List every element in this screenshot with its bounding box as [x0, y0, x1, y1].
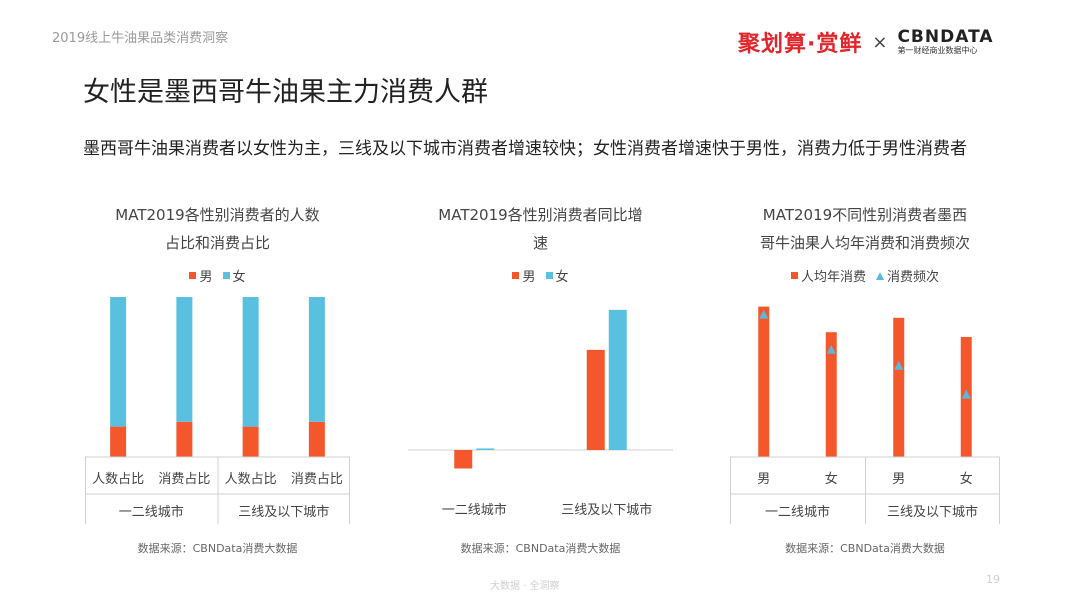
chart3-frequency-marker-3: [961, 389, 971, 399]
chart1-category-label: 人数占比: [92, 472, 144, 487]
chart2-legend-male: 男: [512, 266, 536, 285]
chart3-group-label: 三线及以下城市: [887, 504, 978, 520]
chart3-bar-spend-1: [825, 332, 837, 457]
chart1-title: MAT2019各性别消费者的人数 占比和消费占比: [85, 201, 350, 257]
chart3-group-label: 一二线城市: [765, 504, 830, 520]
chart2-bar-female-1: [608, 309, 627, 450]
chart1-category-label: 消费占比: [291, 472, 343, 487]
chart1-title-line1: MAT2019各性别消费者的人数: [115, 206, 320, 224]
chart1-group-label: 三线及以下城市: [238, 504, 329, 520]
chart1-legend-male: 男: [189, 266, 213, 285]
chart2-legend-female-label: 女: [555, 270, 569, 285]
chart3-legend-spend: 人均年消费: [790, 266, 866, 285]
chart1-title-line2: 占比和消费占比: [164, 234, 270, 252]
chart1-bar-male-1: [176, 421, 193, 457]
brand-separator: ×: [872, 31, 888, 53]
chart2-source: 数据来源：CBNData消费大数据: [460, 542, 621, 555]
report-tag: 2019线上牛油果品类消费洞察: [52, 31, 229, 46]
chart2-legend-female: 女: [545, 266, 569, 285]
spend-swatch-icon: [790, 272, 798, 279]
chart2-bar-male-1: [586, 349, 605, 450]
chart1-legend-female: 女: [222, 266, 246, 285]
chart1-header: MAT2019各性别消费者的人数 占比和消费占比 男 女: [85, 201, 350, 285]
chart1-bar-female-1: [176, 297, 193, 422]
chart2-category-label: 三线及以下城市: [561, 502, 652, 518]
chart1-legend-male-label: 男: [199, 270, 213, 285]
chart3-bar-spend-0: [758, 306, 770, 457]
chart3-frequency-marker-1: [826, 344, 836, 354]
chart2-title: MAT2019各性别消费者同比增 速: [408, 201, 673, 257]
chart3-title-line2: 哥牛油果人均年消费和消费频次: [759, 234, 970, 252]
cbndata-logo: CBNDATA 第一财经商业数据中心: [897, 28, 993, 56]
chart3-category-label: 男: [892, 472, 905, 487]
chart1-bar-female-3: [308, 297, 325, 422]
chart3-frequency-marker-0: [759, 309, 769, 319]
cbndata-logo-word: CBNDATA: [897, 27, 994, 47]
juhuasuan-logo: 聚划算·赏鲜: [738, 32, 863, 57]
chart3-category-label: 女: [825, 471, 838, 487]
chart1-category-label: 人数占比: [225, 472, 277, 487]
chart1-category-label: 消费占比: [158, 472, 210, 487]
chart1-bar-female-0: [110, 297, 127, 427]
chart1-bar-female-2: [242, 297, 259, 427]
chart3-legend-frequency: 消费频次: [876, 266, 939, 285]
page-number: 19: [986, 573, 1000, 586]
chart1-bar-male-0: [110, 426, 127, 457]
chart1-legend: 男 女: [85, 266, 350, 285]
chart3-title-line1: MAT2019不同性别消费者墨西: [762, 206, 968, 224]
page-title: 女性是墨西哥牛油果主力消费人群: [83, 77, 488, 108]
chart3-category-label: 女: [960, 471, 973, 487]
chart1-group-label: 一二线城市: [119, 504, 184, 520]
cbndata-logo-sub: 第一财经商业数据中心: [897, 46, 978, 55]
chart3-category-label: 男: [757, 472, 770, 487]
chart3-legend-frequency-label: 消费频次: [887, 270, 940, 285]
footer-slogan: 大数据 · 全洞察: [490, 581, 560, 592]
male-swatch-icon: [189, 272, 197, 279]
chart3-legend: 人均年消费 消费频次: [730, 266, 1000, 285]
chart3-legend-spend-label: 人均年消费: [800, 270, 866, 285]
triangle-marker-icon: [876, 271, 884, 280]
chart2-bar-male-0: [454, 450, 473, 469]
chart2-title-line2: 速: [532, 234, 548, 252]
chart3-title: MAT2019不同性别消费者墨西 哥牛油果人均年消费和消费频次: [730, 201, 1000, 257]
chart2-category-label: 一二线城市: [442, 502, 507, 518]
female-swatch-icon: [545, 272, 553, 279]
page-subtitle: 墨西哥牛油果消费者以女性为主，三线及以下城市消费者增速较快；女性消费者增速快于男…: [83, 139, 967, 159]
chart2-legend-male-label: 男: [522, 270, 536, 285]
chart2-header: MAT2019各性别消费者同比增 速 男 女: [408, 201, 673, 285]
chart1-bar-male-2: [242, 426, 259, 457]
chart2-bar-female-0: [476, 448, 495, 450]
chart3-source: 数据来源：CBNData消费大数据: [785, 542, 945, 555]
chart3-header: MAT2019不同性别消费者墨西 哥牛油果人均年消费和消费频次 人均年消费 消费…: [730, 201, 1000, 285]
chart1-legend-female-label: 女: [232, 270, 246, 285]
male-swatch-icon: [512, 272, 520, 279]
chart1-bar-male-3: [308, 421, 325, 457]
brand-logos: 聚划算·赏鲜 × CBNDATA 第一财经商业数据中心: [738, 28, 994, 57]
chart3-frequency-marker-2: [894, 360, 904, 370]
chart2-legend: 男 女: [408, 266, 673, 285]
chart2-plot: 一二线城市 三线及以下城市: [408, 309, 673, 518]
chart2-title-line1: MAT2019各性别消费者同比增: [438, 206, 643, 224]
female-swatch-icon: [222, 272, 230, 279]
chart3-bar-spend-2: [893, 317, 905, 457]
chart1-source: 数据来源：CBNData消费大数据: [137, 542, 298, 555]
